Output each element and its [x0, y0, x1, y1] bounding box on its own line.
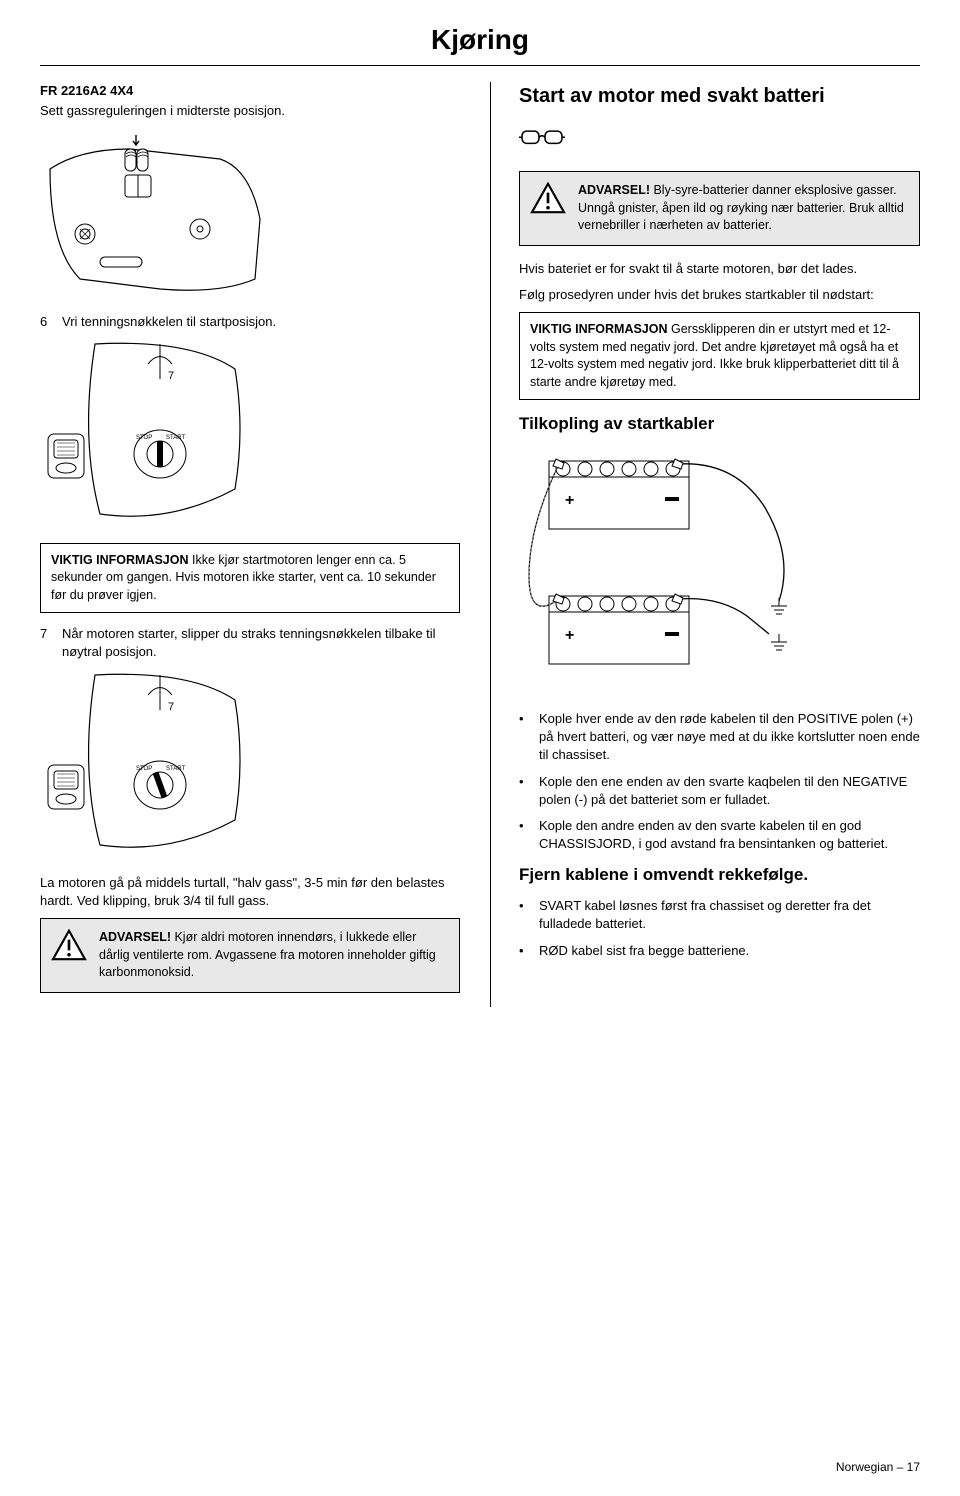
info-box-start-duration: VIKTIG INFORMASJON Ikke kjør startmotore…	[40, 543, 460, 614]
paragraph: Hvis bateriet er for svakt til å starte …	[519, 260, 920, 278]
svg-text:+: +	[565, 492, 574, 509]
warning-label: ADVARSEL!	[578, 183, 650, 197]
warning-text: ADVARSEL! Bly-syre-batterier danner eksp…	[578, 182, 907, 235]
subheading-cables: Tilkopling av startkabler	[519, 412, 920, 436]
throttle-instruction: Sett gassreguleringen i midterste posisj…	[40, 102, 460, 120]
subheading-remove: Fjern kablene i omvendt rekkefølge.	[519, 863, 920, 887]
step-text: Når motoren starter, slipper du straks t…	[62, 625, 460, 661]
warning-label: ADVARSEL!	[99, 930, 171, 944]
footer-label: Norwegian –	[836, 1460, 903, 1474]
info-label: VIKTIG INFORMASJON	[530, 322, 668, 336]
goggles-icon	[519, 124, 565, 152]
model-code: FR 2216A2 4X4	[40, 82, 460, 100]
paragraph: Følg prosedyren under hvis det brukes st…	[519, 286, 920, 304]
run-instruction: La motoren gå på middels turtall, "halv …	[40, 874, 460, 910]
svg-text:STOP: STOP	[136, 435, 152, 441]
list-item: Kople hver ende av den røde kabelen til …	[519, 710, 920, 765]
list-item: SVART kabel løsnes først fra chassiset o…	[519, 897, 920, 933]
right-column: Start av motor med svakt batteri ADVARSE…	[490, 82, 920, 1006]
step-7: 7 Når motoren starter, slipper du straks…	[40, 625, 460, 661]
battery-illustration: + +	[519, 446, 920, 696]
ignition-illustration-2: 7 STOP START	[40, 670, 460, 860]
warning-battery: ADVARSEL! Bly-syre-batterier danner eksp…	[519, 171, 920, 246]
step-6: 6 Vri tenningsnøkkelen til startposisjon…	[40, 313, 460, 331]
step-number: 7	[40, 625, 54, 661]
svg-text:START: START	[166, 766, 185, 772]
info-label: VIKTIG INFORMASJON	[51, 553, 189, 567]
left-column: FR 2216A2 4X4 Sett gassreguleringen i mi…	[40, 82, 460, 1006]
content-columns: FR 2216A2 4X4 Sett gassreguleringen i mi…	[40, 82, 920, 1006]
page-footer: Norwegian – 17	[836, 1459, 920, 1476]
page-title: Kjøring	[40, 20, 920, 59]
bullet-list-connect: Kople hver ende av den røde kabelen til …	[519, 710, 920, 853]
svg-text:+: +	[565, 627, 574, 644]
warning-icon	[530, 182, 566, 214]
svg-text:7: 7	[168, 701, 174, 713]
svg-text:START: START	[166, 435, 185, 441]
footer-page-number: 17	[907, 1460, 920, 1474]
page-header: Kjøring	[40, 20, 920, 66]
list-item: Kople den andre enden av den svarte kabe…	[519, 817, 920, 853]
bullet-list-remove: SVART kabel løsnes først fra chassiset o…	[519, 897, 920, 960]
warning-text: ADVARSEL! Kjør aldri motoren innendørs, …	[99, 929, 447, 982]
step-number: 6	[40, 313, 54, 331]
list-item: RØD kabel sist fra begge batteriene.	[519, 942, 920, 960]
warning-indoor: ADVARSEL! Kjør aldri motoren innendørs, …	[40, 918, 460, 993]
svg-text:7: 7	[168, 370, 174, 382]
step-text: Vri tenningsnøkkelen til startposisjon.	[62, 313, 460, 331]
list-item: Kople den ene enden av den svarte kaqbel…	[519, 773, 920, 809]
svg-text:STOP: STOP	[136, 766, 152, 772]
section-heading: Start av motor med svakt batteri	[519, 82, 920, 110]
info-box-12v: VIKTIG INFORMASJON Gerssklipperen din er…	[519, 312, 920, 400]
throttle-illustration	[40, 129, 460, 299]
warning-icon	[51, 929, 87, 961]
ignition-illustration-1: 7 STOP START	[40, 339, 460, 529]
